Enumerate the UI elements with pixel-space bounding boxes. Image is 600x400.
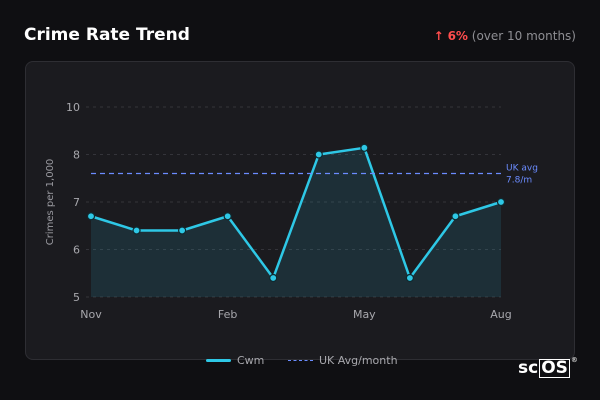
- trend-up-icon: ↑: [433, 29, 444, 43]
- reference-layer: UK avg 7.8/m: [91, 164, 538, 186]
- y-tick-label: 8: [73, 149, 80, 162]
- legend: Cwm UK Avg/month: [0, 354, 600, 370]
- change-period: (over 10 months): [471, 29, 576, 43]
- x-axis: Nov Feb May Aug: [80, 308, 511, 321]
- data-point[interactable]: [314, 150, 323, 159]
- legend-item-average: UK Avg/month: [288, 354, 398, 367]
- y-axis-label: Crimes per 1,000: [45, 159, 56, 246]
- x-tick-label: May: [353, 308, 376, 321]
- brand-logo: sc OS ®: [518, 356, 578, 378]
- legend-item-series: Cwm: [206, 354, 264, 367]
- change-percent: 6%: [447, 29, 468, 43]
- series-line: [90, 146, 502, 280]
- data-point[interactable]: [178, 226, 187, 235]
- data-point[interactable]: [132, 226, 141, 235]
- series-layer: [86, 143, 506, 297]
- y-tick-label: 5: [73, 291, 80, 304]
- data-point[interactable]: [360, 143, 369, 152]
- series-swatch: [206, 359, 231, 362]
- data-point[interactable]: [496, 197, 506, 207]
- chart-panel: [25, 61, 575, 360]
- data-point[interactable]: [405, 273, 414, 283]
- y-axis: 10 8 7 6 5: [66, 101, 80, 304]
- chart-title: Crime Rate Trend: [24, 25, 190, 45]
- average-swatch: [288, 360, 313, 361]
- y-tick-label: 7: [73, 196, 80, 209]
- registered-mark: ®: [570, 356, 578, 364]
- legend-series-label: Cwm: [237, 354, 265, 367]
- data-point[interactable]: [451, 212, 460, 221]
- x-tick-label: Nov: [80, 308, 102, 321]
- logo-box: OS: [539, 357, 570, 378]
- y-tick-label: 10: [66, 101, 80, 114]
- logo-prefix: sc: [518, 358, 539, 378]
- data-point[interactable]: [223, 212, 232, 221]
- reference-value-label: 7.8/m: [506, 176, 532, 186]
- series-area: [91, 147, 501, 297]
- x-tick-label: Feb: [218, 308, 237, 321]
- change-indicator: ↑ 6% (over 10 months): [434, 29, 576, 43]
- data-point[interactable]: [269, 273, 278, 283]
- y-tick-label: 6: [73, 244, 80, 257]
- x-tick-label: Aug: [490, 308, 511, 321]
- reference-label: UK avg: [506, 164, 538, 174]
- data-point[interactable]: [86, 212, 96, 221]
- legend-average-label: UK Avg/month: [319, 354, 398, 367]
